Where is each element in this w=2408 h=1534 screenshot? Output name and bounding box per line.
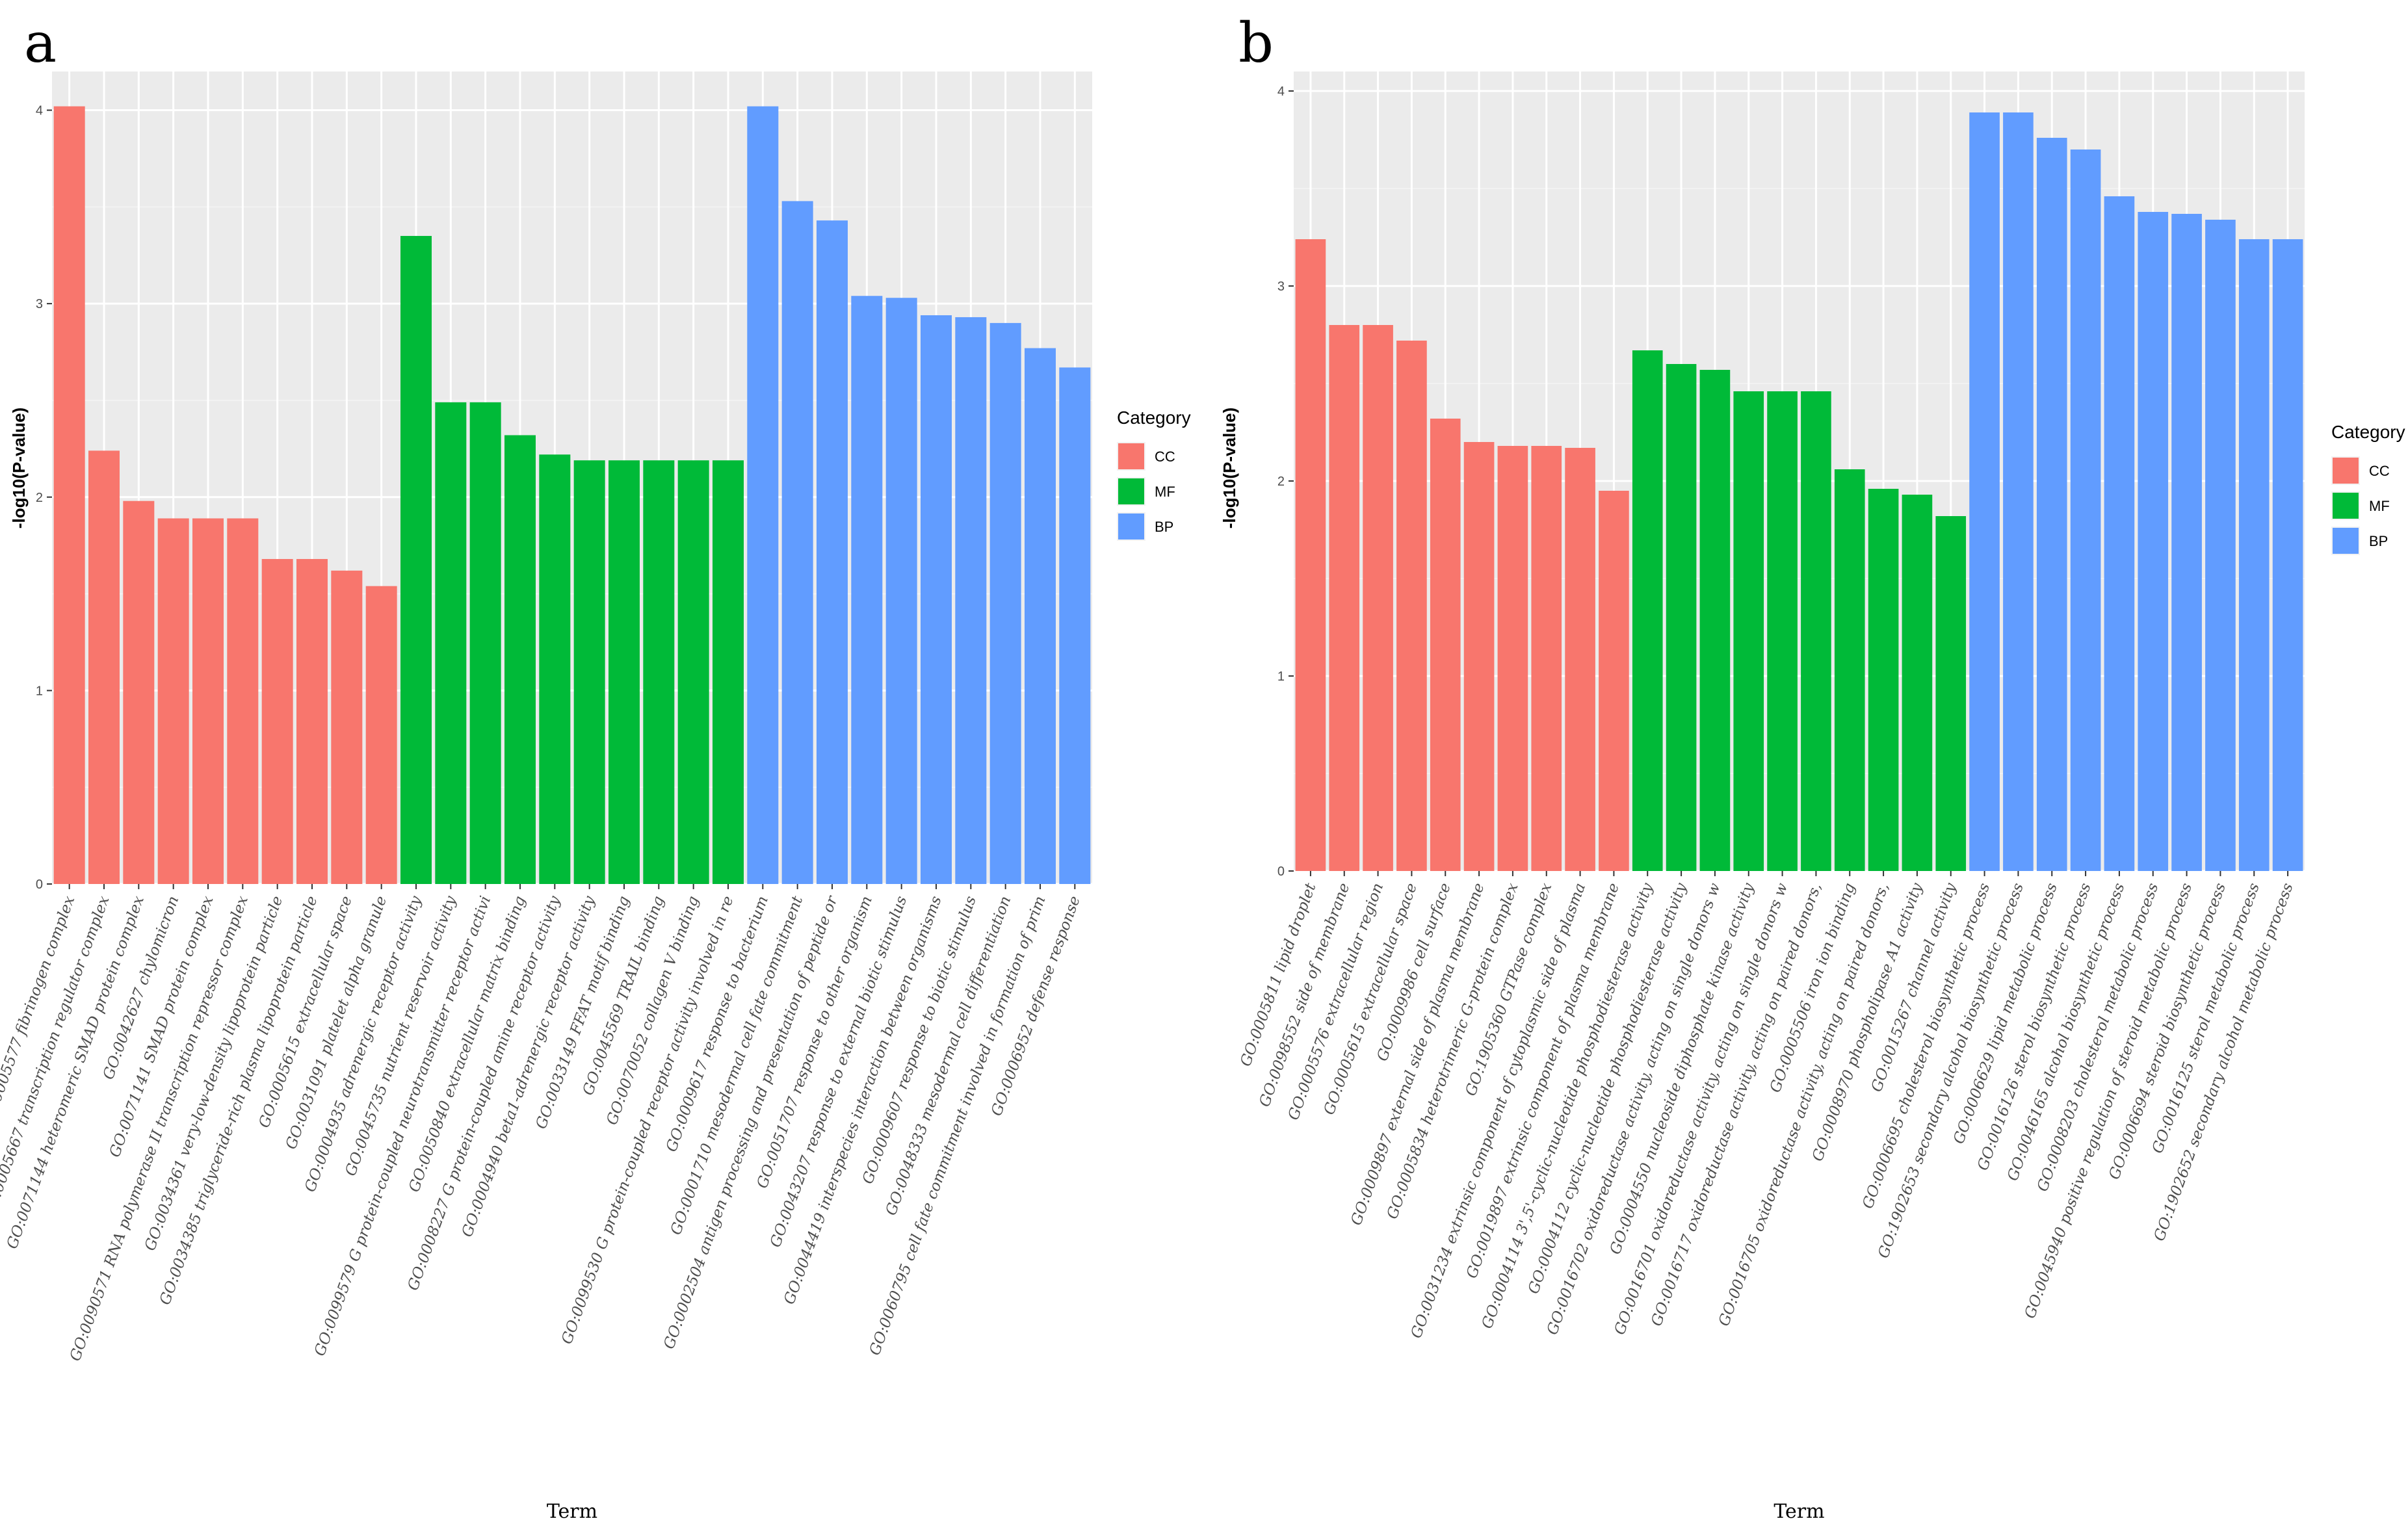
y-tick-label: 0 — [36, 878, 43, 892]
bar-cc — [88, 450, 120, 884]
bar-bp — [885, 298, 917, 884]
bar-bp — [2272, 239, 2303, 871]
bar-cc — [192, 518, 224, 884]
bar-mf — [504, 435, 536, 884]
bar-cc — [123, 500, 155, 884]
bar-mf — [677, 460, 709, 884]
bar-mf — [609, 460, 640, 884]
bar-bp — [2205, 220, 2236, 871]
bar-mf — [1834, 469, 1865, 871]
bar-mf — [469, 402, 501, 884]
bar-mf — [1868, 489, 1899, 871]
bar-mf — [1666, 364, 1697, 871]
bar-bp — [921, 315, 952, 884]
bar-mf — [1733, 391, 1764, 871]
y-tick-label: 4 — [36, 104, 43, 118]
bar-bp — [2138, 212, 2169, 871]
bar-cc — [1430, 419, 1461, 871]
bar-bp — [2171, 214, 2202, 871]
y-axis-title: -log10(P-value) — [1220, 408, 1239, 528]
legend-swatch-bp — [1118, 514, 1144, 540]
legend-swatch-cc — [2333, 458, 2359, 484]
legend-title: Category — [1117, 408, 1191, 428]
bar-cc — [1531, 446, 1562, 871]
y-tick-label: 3 — [36, 297, 43, 311]
bar-mf — [1801, 391, 1831, 871]
x-axis-title: Term — [1773, 1500, 1824, 1523]
bar-bp — [1969, 112, 2000, 871]
y-tick-label: 0 — [1277, 864, 1285, 879]
bar-mf — [1699, 370, 1731, 871]
bar-cc — [1363, 325, 1393, 871]
bar-bp — [851, 296, 883, 884]
bar-bp — [1059, 367, 1091, 884]
bar-mf — [1935, 516, 1967, 871]
legend-label: BP — [1155, 519, 1173, 535]
legend-label: BP — [2369, 533, 2388, 549]
bar-cc — [227, 518, 259, 884]
bar-cc — [1396, 341, 1427, 871]
panel-label: a — [24, 11, 57, 75]
legend-swatch-mf — [2333, 493, 2359, 519]
bar-mf — [573, 460, 605, 884]
bar-bp — [2238, 239, 2270, 871]
bar-mf — [1902, 495, 1933, 871]
bar-bp — [817, 220, 848, 885]
plot-background — [1294, 72, 2305, 871]
bar-cc — [331, 570, 363, 884]
bar-mf — [435, 402, 467, 884]
bar-mf — [1632, 350, 1663, 871]
bar-mf — [713, 460, 744, 884]
bar-bp — [2036, 138, 2067, 871]
y-tick-label: 2 — [36, 491, 43, 505]
bar-bp — [1025, 348, 1056, 884]
bar-bp — [989, 322, 1021, 884]
legend-label: CC — [1155, 448, 1175, 465]
bar-bp — [2003, 112, 2034, 871]
bar-cc — [365, 586, 397, 884]
y-tick-label: 1 — [36, 684, 43, 698]
bar-mf — [643, 460, 675, 884]
bar-mf — [1767, 391, 1798, 871]
bar-bp — [747, 106, 779, 885]
legend-title: Category — [2331, 422, 2405, 442]
bar-cc — [261, 559, 293, 884]
bar-cc — [53, 106, 85, 885]
legend-label: CC — [2369, 463, 2390, 479]
bar-bp — [2104, 196, 2135, 871]
y-tick-label: 4 — [1277, 84, 1285, 99]
legend-swatch-cc — [1118, 443, 1144, 469]
legend-label: MF — [2369, 498, 2390, 514]
bar-mf — [400, 235, 432, 884]
y-tick-label: 3 — [1277, 280, 1285, 294]
bar-bp — [2070, 150, 2101, 871]
bar-cc — [1295, 239, 1326, 871]
legend: Category CC MF BP — [2331, 422, 2405, 555]
y-tick-label: 1 — [1277, 670, 1285, 684]
x-axis-title: Term — [547, 1500, 597, 1523]
bar-cc — [1497, 446, 1528, 871]
panel-label: b — [1238, 11, 1274, 75]
legend-swatch-mf — [1118, 478, 1144, 504]
bar-cc — [296, 559, 328, 884]
legend-swatch-bp — [2333, 528, 2359, 554]
bar-cc — [1565, 448, 1595, 871]
legend: Category CC MF BP — [1117, 408, 1191, 541]
bar-cc — [1463, 442, 1495, 871]
legend-label: MF — [1155, 484, 1175, 500]
bar-cc — [1329, 325, 1360, 871]
bar-mf — [539, 454, 571, 884]
bar-bp — [781, 201, 813, 884]
bar-cc — [1599, 491, 1629, 871]
bar-cc — [157, 518, 189, 884]
bar-bp — [955, 317, 987, 884]
y-tick-label: 2 — [1277, 474, 1285, 489]
y-axis-title: -log10(P-value) — [9, 408, 29, 528]
